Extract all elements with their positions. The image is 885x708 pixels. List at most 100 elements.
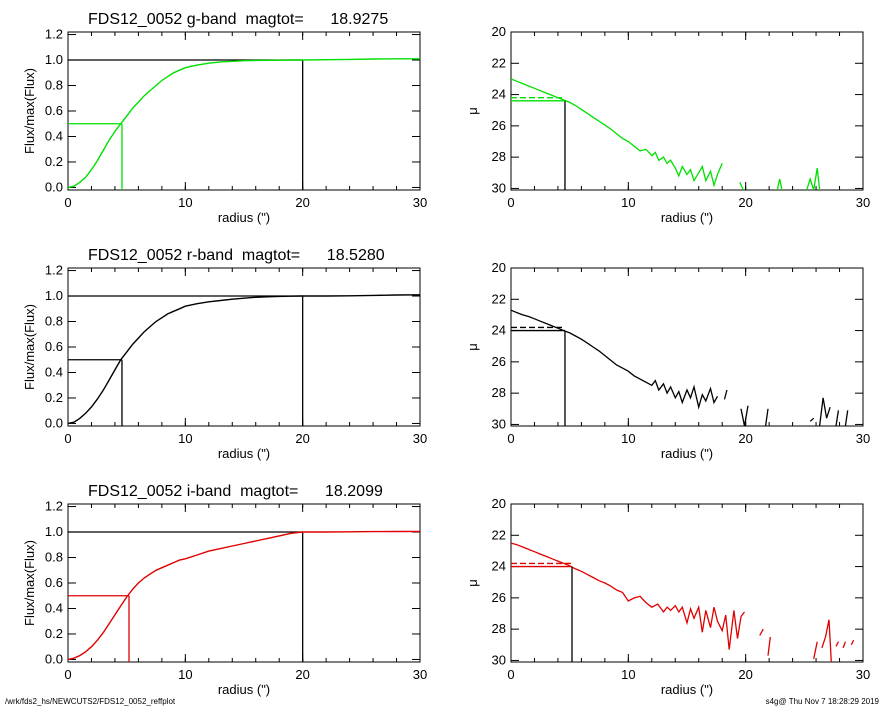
y-tick-label: 30: [492, 180, 506, 195]
y-tick-label: 26: [492, 118, 506, 133]
x-axis-label: radius ("): [661, 682, 713, 697]
y-tick-label: 24: [492, 323, 506, 338]
sb-profile-line: [818, 397, 831, 426]
sb-profile-line: [842, 641, 847, 649]
y-tick-label: 26: [492, 590, 506, 605]
sb-profile-line: [764, 408, 769, 426]
y-tick-label: 0.8: [45, 550, 63, 565]
y-tick-label: 0.4: [45, 128, 63, 143]
x-tick-label: 10: [621, 431, 635, 446]
plot-frame: [67, 503, 421, 663]
x-tick-label: 20: [295, 195, 309, 210]
sb-profile-line: [511, 78, 723, 188]
chart-title: FDS12_0052 i-band magtot= 18.2099: [88, 483, 383, 500]
x-tick-label: 10: [621, 667, 635, 682]
y-tick-label: 22: [492, 55, 506, 70]
x-tick-label: 0: [64, 431, 71, 446]
y-axis-label: Flux/max(Flux): [22, 68, 37, 154]
chart-title: FDS12_0052 r-band magtot= 18.5280: [88, 247, 385, 264]
x-axis-label: radius ("): [218, 682, 270, 697]
sb-profile-line: [835, 410, 840, 426]
y-tick-label: 20: [492, 24, 506, 39]
chart-title: FDS12_0052 g-band magtot= 18.9275: [88, 11, 388, 28]
x-tick-label: 30: [856, 667, 870, 682]
y-tick-label: 28: [492, 621, 506, 636]
y-tick-label: 30: [492, 416, 506, 431]
y-tick-label: 0.2: [45, 390, 63, 405]
y-tick-label: 22: [492, 291, 506, 306]
x-tick-label: 20: [295, 667, 309, 682]
data-layer: [511, 542, 855, 662]
y-tick-label: 20: [492, 260, 506, 275]
sb-profile-line: [850, 639, 855, 646]
sb-profile-line: [511, 309, 719, 410]
x-axis-label: radius ("): [218, 210, 270, 225]
x-tick-label: 20: [295, 431, 309, 446]
y-tick-label: 0.0: [45, 179, 63, 194]
sb-profile-line: [511, 542, 746, 650]
sb-profile-line: [759, 628, 764, 636]
y-axis-label: μ: [465, 343, 480, 351]
data-layer: [68, 530, 420, 662]
x-axis-label: radius ("): [218, 446, 270, 461]
y-axis-label: μ: [465, 579, 480, 587]
y-tick-label: 0.2: [45, 154, 63, 169]
plot-frame: [510, 503, 864, 663]
x-tick-label: 10: [178, 431, 192, 446]
x-tick-label: 30: [413, 667, 427, 682]
data-layer: [68, 294, 420, 426]
y-tick-label: 0.0: [45, 415, 63, 430]
sb-profile-line: [835, 641, 839, 647]
plot-frame: [510, 267, 864, 427]
panel-r-growth: 0 10 20 30 0.0 0.2 0.4 0.6 0.8 1.0 1.2 radius (") Fl…: [22, 247, 427, 461]
y-tick-label: 1.2: [45, 499, 63, 514]
sb-profile-line: [776, 178, 783, 190]
sb-profile-line: [739, 181, 744, 190]
sb-profile-line: [813, 641, 818, 660]
growth-curve-line: [68, 294, 420, 425]
y-tick-label: 22: [492, 527, 506, 542]
sb-profile-line: [767, 636, 771, 656]
y-axis-label: μ: [465, 107, 480, 115]
y-tick-label: 1.2: [45, 27, 63, 42]
y-tick-label: 1.2: [45, 263, 63, 278]
sb-profile-line: [723, 389, 728, 400]
growth-curve-line: [68, 58, 420, 189]
x-tick-label: 20: [738, 431, 752, 446]
x-tick-label: 20: [738, 667, 752, 682]
data-layer: [511, 78, 821, 190]
y-axis-label: Flux/max(Flux): [22, 304, 37, 390]
plot-frame: [67, 31, 421, 191]
panel-i-mu: 0 10 20 30 20 22 24 26 28 30 radius (") μ: [465, 496, 870, 697]
y-tick-label: 1.0: [45, 524, 63, 539]
x-tick-label: 10: [178, 667, 192, 682]
sb-profile-line: [809, 417, 815, 422]
panel-g-growth: 0 10 20 30 0.0 0.2 0.4 0.6 0.8 1.0 1.2 radius (") Fl…: [22, 11, 427, 225]
y-tick-label: 0.4: [45, 600, 63, 615]
sb-profile-line: [844, 410, 849, 426]
growth-curve-line: [68, 530, 420, 661]
panel-g-mu: 0 10 20 30 20 22 24 26 28 30 radius (") μ: [465, 24, 870, 225]
y-tick-label: 0.2: [45, 626, 63, 641]
y-tick-label: 30: [492, 652, 506, 667]
y-tick-label: 1.0: [45, 288, 63, 303]
y-tick-label: 28: [492, 385, 506, 400]
y-tick-label: 0.6: [45, 575, 63, 590]
y-tick-label: 28: [492, 149, 506, 164]
y-tick-label: 20: [492, 496, 506, 511]
x-tick-label: 30: [856, 431, 870, 446]
y-tick-label: 0.8: [45, 314, 63, 329]
y-tick-label: 24: [492, 87, 506, 102]
panel-r-mu: 0 10 20 30 20 22 24 26 28 30 radius (") μ: [465, 260, 870, 461]
x-axis-label: radius ("): [661, 210, 713, 225]
footer-file-path: /wrk/fds2_hs/NEWCUTS2/FDS12_0052_reffplo…: [5, 697, 176, 706]
data-layer: [511, 309, 849, 426]
x-tick-label: 30: [413, 431, 427, 446]
sb-profile-line: [821, 619, 832, 662]
x-axis-label: radius ("): [661, 446, 713, 461]
x-tick-label: 10: [178, 195, 192, 210]
footer-timestamp: s4g@ Thu Nov 7 18:28:29 2019: [765, 697, 879, 706]
x-tick-label: 0: [507, 667, 514, 682]
y-tick-label: 0.4: [45, 364, 63, 379]
x-tick-label: 0: [64, 195, 71, 210]
